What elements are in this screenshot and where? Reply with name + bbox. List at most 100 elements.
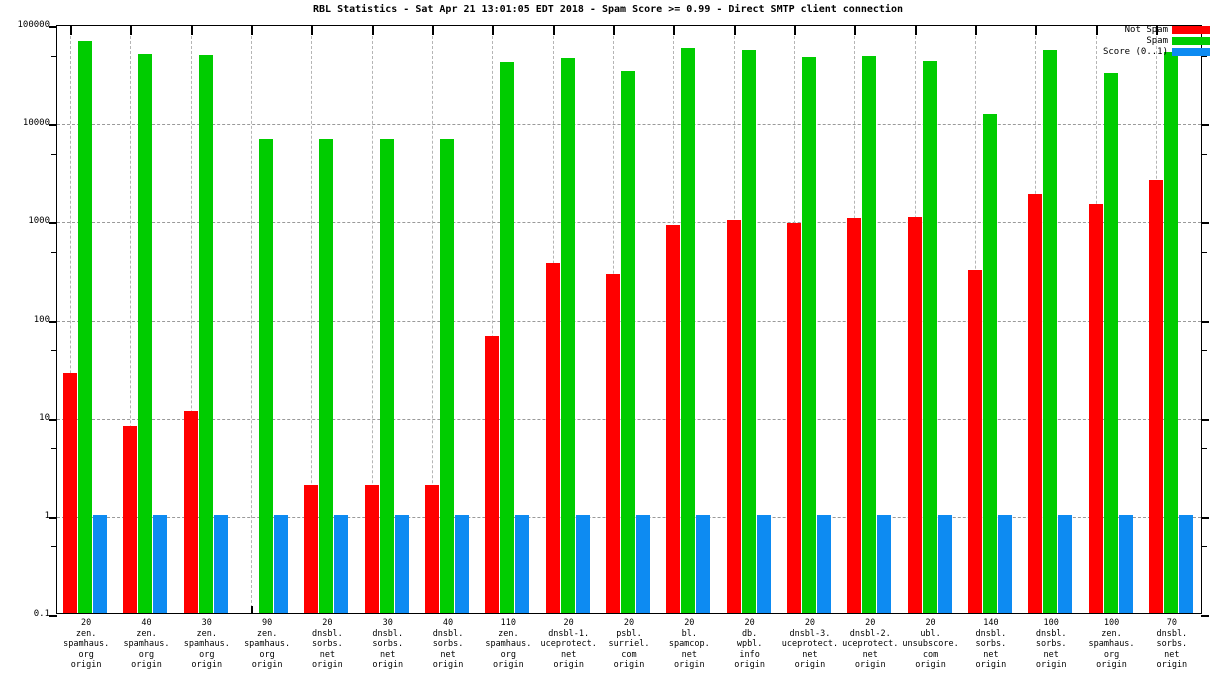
- vertical-gridline: [251, 26, 252, 613]
- y-axis-tick-label: 100000: [17, 20, 50, 30]
- x-axis-tick: [130, 26, 132, 35]
- bar-notspam: [1089, 203, 1103, 613]
- x-axis-tick-label: 110 zen. spamhaus. org origin: [485, 618, 532, 670]
- bar-notspam: [727, 219, 741, 613]
- y-axis-minor-tick: [51, 251, 57, 253]
- x-axis-tick-label: 140 dnsbl. sorbs. net origin: [975, 618, 1007, 670]
- legend-entry: Score (0..1): [1082, 48, 1210, 57]
- chart-title: RBL Statistics - Sat Apr 21 13:01:05 EDT…: [312, 4, 903, 15]
- x-axis-tick: [553, 26, 555, 35]
- bar-notspam: [968, 270, 982, 613]
- bar-spam: [199, 55, 213, 613]
- y-axis-tick-label: 100: [33, 314, 50, 325]
- y-axis-tick: [1201, 222, 1209, 225]
- x-axis-tick: [70, 26, 72, 35]
- x-axis-tick-label: 20 dnsbl-1. uceprotect. net origin: [540, 618, 597, 670]
- vertical-gridline: [191, 26, 192, 613]
- bar-score: [1058, 514, 1072, 613]
- legend-swatch: [1172, 26, 1210, 34]
- x-axis-tick-label: 20 dnsbl-2. uceprotect. net origin: [842, 618, 899, 670]
- x-axis-tick-label: 30 dnsbl. sorbs. net origin: [372, 618, 404, 670]
- y-axis-tick-label: 10000: [22, 118, 50, 129]
- bar-score: [455, 514, 469, 613]
- x-axis-tick: [372, 26, 374, 35]
- y-axis-tick-label: 1000: [28, 216, 50, 227]
- legend-swatch: [1172, 48, 1210, 56]
- bar-spam: [259, 138, 273, 613]
- y-axis-tick-label: 1: [44, 510, 50, 521]
- bar-spam: [500, 62, 514, 613]
- y-axis-tick: [1201, 516, 1209, 519]
- x-axis-tick-label: 20 bl. spamcop. net origin: [668, 618, 710, 670]
- x-axis-tick: [492, 26, 494, 35]
- x-axis-tick: [975, 26, 977, 35]
- bar-score: [515, 514, 529, 613]
- x-axis-tick-label: 20 zen. spamhaus. org origin: [63, 618, 110, 670]
- y-axis-minor-tick: [1201, 55, 1207, 57]
- bar-spam: [862, 56, 876, 613]
- bar-spam: [440, 138, 454, 613]
- bar-notspam: [184, 410, 198, 613]
- bar-score: [938, 514, 952, 613]
- x-axis-tick: [251, 606, 253, 613]
- x-axis-tick-label: 100 dnsbl. sorbs. net origin: [1035, 618, 1067, 670]
- y-axis-tick: [1201, 124, 1209, 127]
- plot-area: [49, 25, 1209, 617]
- bar-score: [274, 514, 288, 613]
- x-axis-tick-label: 40 zen. spamhaus. org origin: [123, 618, 170, 670]
- x-axis-tick-label: 70 dnsbl. sorbs. net origin: [1156, 618, 1188, 670]
- bar-score: [757, 514, 771, 613]
- bar-spam: [802, 57, 816, 613]
- bar-notspam: [365, 485, 379, 613]
- bar-spam: [1104, 72, 1118, 613]
- bar-notspam: [304, 485, 318, 613]
- y-axis-minor-tick: [1201, 448, 1207, 450]
- bar-spam: [319, 138, 333, 613]
- vertical-gridline: [492, 26, 493, 613]
- y-axis-minor-tick: [51, 448, 57, 450]
- y-axis-minor-tick: [51, 546, 57, 548]
- bar-notspam: [485, 335, 499, 613]
- vertical-gridline: [432, 26, 433, 613]
- x-axis-tick: [613, 26, 615, 35]
- vertical-gridline: [372, 26, 373, 613]
- legend-entry: Not Spam: [1082, 26, 1210, 35]
- x-axis-tick: [854, 26, 856, 35]
- y-axis-tick: [1201, 615, 1209, 617]
- x-axis-tick-label: 20 db. wpbl. info origin: [734, 618, 765, 670]
- y-axis-tick: [49, 320, 57, 323]
- bar-notspam: [1149, 180, 1163, 613]
- bar-score: [1179, 514, 1193, 613]
- y-axis-minor-tick: [1201, 153, 1207, 155]
- x-axis-tick: [311, 26, 313, 35]
- bar-score: [214, 514, 228, 613]
- x-axis-tick-label: 20 dnsbl. sorbs. net origin: [312, 618, 343, 670]
- chart-legend: Not Spam Spam Score (0..1): [1082, 26, 1210, 60]
- x-axis-tick: [1096, 26, 1098, 35]
- bar-spam: [1043, 50, 1057, 613]
- y-axis-minor-tick: [51, 55, 57, 57]
- y-axis-minor-tick: [51, 350, 57, 352]
- legend-swatch: [1172, 37, 1210, 45]
- bar-spam: [380, 138, 394, 613]
- x-axis-tick-label: 20 ubl. unsubscore. com origin: [902, 618, 959, 670]
- y-axis-tick: [1201, 418, 1209, 421]
- x-axis-tick: [1035, 26, 1037, 35]
- bar-spam: [923, 60, 937, 613]
- x-axis-tick-label: 20 dnsbl-3. uceprotect. net origin: [781, 618, 839, 670]
- bar-score: [334, 514, 348, 613]
- bar-spam: [742, 49, 756, 613]
- bar-notspam: [666, 224, 680, 613]
- y-axis-tick: [49, 124, 57, 127]
- bar-notspam: [546, 262, 560, 613]
- y-axis-tick: [1201, 320, 1209, 323]
- y-axis-tick: [49, 615, 57, 617]
- bar-notspam: [787, 222, 801, 613]
- bar-score: [93, 514, 107, 613]
- bar-score: [696, 514, 710, 613]
- bar-notspam: [847, 217, 861, 613]
- bar-notspam: [123, 426, 137, 613]
- y-axis-tick: [49, 222, 57, 225]
- bar-notspam: [63, 372, 77, 613]
